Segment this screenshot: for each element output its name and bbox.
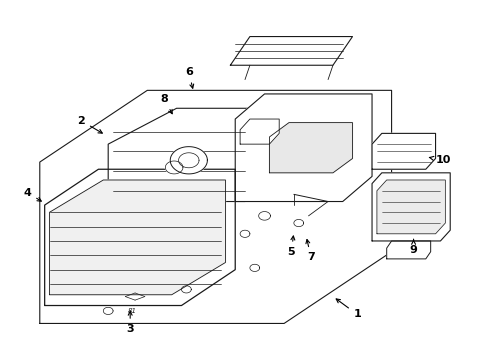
Polygon shape <box>40 90 392 323</box>
Polygon shape <box>294 220 304 226</box>
Text: 5: 5 <box>288 236 295 257</box>
Polygon shape <box>240 119 279 144</box>
Text: 10: 10 <box>429 155 451 165</box>
Polygon shape <box>270 123 352 173</box>
Text: 6: 6 <box>185 67 194 88</box>
Text: 8: 8 <box>161 94 172 114</box>
Polygon shape <box>240 230 250 237</box>
Polygon shape <box>372 173 450 241</box>
Polygon shape <box>49 180 225 295</box>
Polygon shape <box>250 264 260 271</box>
Text: 3: 3 <box>126 311 134 334</box>
Polygon shape <box>235 94 372 202</box>
Polygon shape <box>103 307 113 315</box>
Polygon shape <box>387 241 431 259</box>
Polygon shape <box>230 37 352 65</box>
Text: 4: 4 <box>24 188 41 201</box>
Polygon shape <box>377 180 445 234</box>
Text: 81: 81 <box>128 308 137 314</box>
Polygon shape <box>170 147 207 174</box>
Polygon shape <box>45 169 235 306</box>
Polygon shape <box>181 286 191 293</box>
Polygon shape <box>372 134 436 169</box>
Text: 2: 2 <box>77 116 102 133</box>
Polygon shape <box>108 108 314 202</box>
Text: 7: 7 <box>306 239 315 262</box>
Text: 1: 1 <box>336 299 361 319</box>
Polygon shape <box>259 212 270 220</box>
Polygon shape <box>165 161 183 174</box>
Text: 9: 9 <box>410 239 417 255</box>
